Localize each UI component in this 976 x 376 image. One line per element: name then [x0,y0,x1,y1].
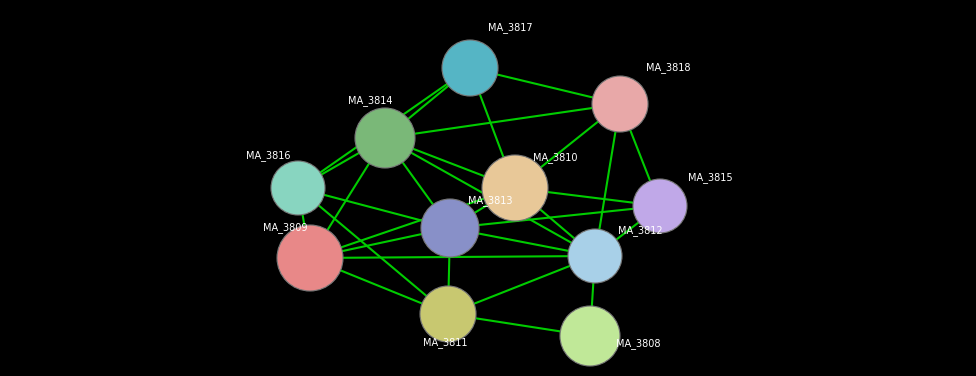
Text: MA_3810: MA_3810 [533,153,577,164]
Ellipse shape [560,306,620,366]
Text: MA_3811: MA_3811 [423,338,468,349]
Text: MA_3814: MA_3814 [347,96,392,106]
Text: MA_3812: MA_3812 [618,226,663,237]
Ellipse shape [271,161,325,215]
Ellipse shape [442,40,498,96]
Ellipse shape [592,76,648,132]
Text: MA_3816: MA_3816 [246,150,290,161]
Ellipse shape [420,286,476,342]
Text: MA_3817: MA_3817 [488,23,532,33]
Ellipse shape [568,229,622,283]
Text: MA_3818: MA_3818 [646,62,690,73]
Text: MA_3813: MA_3813 [468,196,512,206]
Text: MA_3815: MA_3815 [688,173,732,183]
Ellipse shape [482,155,548,221]
Ellipse shape [633,179,687,233]
Text: MA_3808: MA_3808 [616,338,660,349]
Ellipse shape [277,225,343,291]
Ellipse shape [421,199,479,257]
Text: MA_3809: MA_3809 [263,223,307,233]
Ellipse shape [355,108,415,168]
